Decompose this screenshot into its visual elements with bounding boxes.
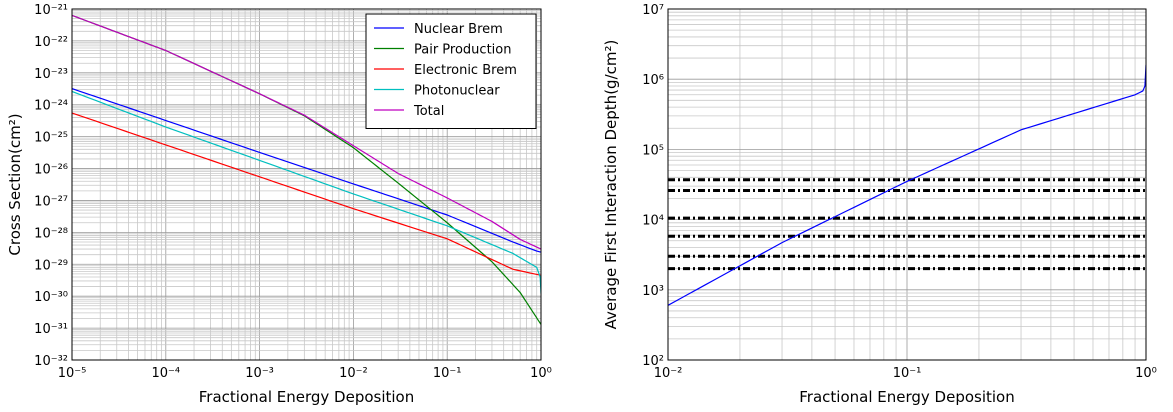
- series-line: [72, 88, 541, 253]
- series-line: [72, 90, 541, 294]
- y-tick-label: 10⁻²⁵: [34, 131, 68, 146]
- legend-label: Nuclear Brem: [414, 22, 503, 37]
- y-tick-label: 10²: [642, 354, 664, 369]
- cross-section-panel: 10⁻⁵ 10⁻⁴ 10⁻³ 10⁻² 10⁻¹ 10⁰ 10⁻³² 10⁻³¹ 10⁻³⁰ 10…: [6, 3, 552, 406]
- y-tick-label: 10⁻³¹: [34, 322, 68, 337]
- y-tick-label: 10⁵: [642, 143, 664, 158]
- y-tick-label: 10⁷: [642, 3, 664, 18]
- y-tick-label: 10⁻²⁷: [34, 194, 68, 209]
- axes-frame: [667, 8, 1147, 361]
- x-axis-label: Fractional Energy Deposition: [799, 388, 1014, 406]
- y-tick-label: 10⁻²¹: [34, 3, 68, 18]
- y-tick-label: 10⁻²⁴: [34, 99, 68, 114]
- x-tick-label: 10⁻¹: [433, 366, 462, 381]
- y-tick-label: 10⁻²²: [34, 35, 68, 50]
- y-tick-label: 10⁶: [642, 73, 664, 88]
- reference-lines: [668, 178, 1146, 271]
- grid: [667, 9, 1146, 361]
- y-tick-label: 10⁻²³: [34, 67, 68, 82]
- x-tick-label: 10⁻⁴: [151, 366, 180, 381]
- x-tick-label: 10⁻¹: [893, 366, 922, 381]
- y-tick-label: 10⁻²⁶: [34, 163, 68, 178]
- y-tick-label: 10⁻³²: [34, 354, 68, 369]
- y-tick-label: 10⁻³⁰: [34, 290, 68, 305]
- x-tick-label: 10⁻²: [654, 366, 683, 381]
- interaction-depth-panel: 10⁻² 10⁻¹ 10⁰ 10² 10³ 10⁴ 10⁵ 10⁶ 10⁷ Fractional …: [602, 3, 1157, 406]
- x-tick-label: 10⁻⁵: [58, 366, 87, 381]
- y-tick-label: 10⁻²⁸: [34, 226, 68, 241]
- legend-label: Photonuclear: [414, 84, 500, 99]
- series-group: [668, 64, 1146, 306]
- series-line: [72, 14, 541, 250]
- x-tick-label: 10⁻²: [339, 366, 368, 381]
- legend-label: Pair Production: [414, 43, 511, 58]
- series-group: [72, 14, 541, 325]
- legend-label: Total: [413, 104, 444, 119]
- x-tick-label: 10⁻³: [245, 366, 274, 381]
- x-tick-label: 10⁰: [1135, 366, 1157, 381]
- y-axis-label: Cross Section(cm²): [6, 113, 24, 255]
- series-line: [72, 112, 541, 276]
- y-tick-label: 10⁻²⁹: [34, 258, 68, 273]
- legend-label: Electronic Brem: [414, 63, 517, 78]
- y-tick-label: 10³: [642, 284, 664, 299]
- x-axis-label: Fractional Energy Deposition: [199, 388, 414, 406]
- series-line: [668, 64, 1146, 306]
- y-axis-label: Average First Interaction Depth(g/cm²): [602, 40, 620, 330]
- x-tick-label: 10⁰: [530, 366, 552, 381]
- legend: Nuclear Brem Pair Production Electronic Br…: [365, 13, 537, 129]
- axes-frame: [71, 8, 542, 361]
- y-tick-label: 10⁴: [642, 214, 664, 229]
